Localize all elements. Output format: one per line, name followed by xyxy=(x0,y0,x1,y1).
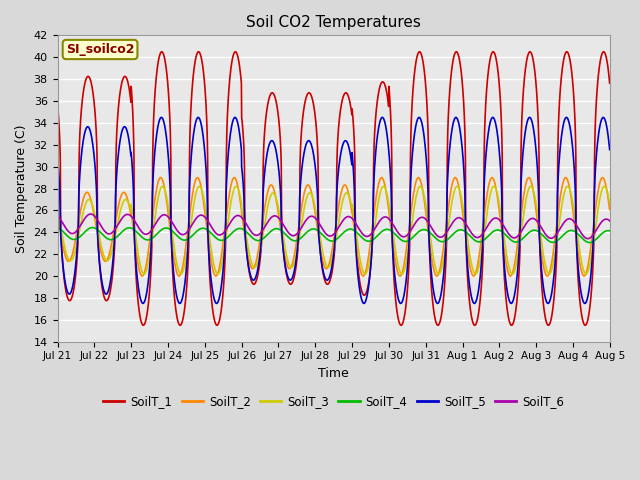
Title: Soil CO2 Temperatures: Soil CO2 Temperatures xyxy=(246,15,421,30)
SoilT_2 xyxy=(495,201,502,206)
SoilT_6 xyxy=(208,225,216,230)
SoilT_1 xyxy=(362,291,369,297)
Line: SoilT_4: SoilT_4 xyxy=(58,228,610,242)
SoilT_1 xyxy=(397,323,405,328)
SoilT_6 xyxy=(584,236,592,241)
Line: SoilT_5: SoilT_5 xyxy=(58,118,610,303)
Y-axis label: Soil Temperature (C): Soil Temperature (C) xyxy=(15,124,28,253)
Line: SoilT_3: SoilT_3 xyxy=(58,186,610,274)
SoilT_5 xyxy=(208,284,216,290)
SoilT_5 xyxy=(139,300,147,306)
SoilT_2 xyxy=(350,224,358,229)
SoilT_5 xyxy=(54,156,61,161)
SoilT_3 xyxy=(495,196,502,202)
SoilT_2 xyxy=(208,263,216,268)
SoilT_2 xyxy=(138,273,146,279)
SoilT_4 xyxy=(606,228,614,234)
Text: SI_soilco2: SI_soilco2 xyxy=(66,43,134,56)
SoilT_4 xyxy=(362,238,369,243)
SoilT_1 xyxy=(573,242,580,248)
SoilT_3 xyxy=(159,183,166,189)
SoilT_2 xyxy=(606,207,614,213)
SoilT_6 xyxy=(606,218,614,224)
SoilT_3 xyxy=(362,270,370,276)
SoilT_4 xyxy=(208,231,216,237)
SoilT_3 xyxy=(350,213,358,219)
X-axis label: Time: Time xyxy=(318,367,349,380)
SoilT_4 xyxy=(573,230,580,236)
SoilT_1 xyxy=(158,49,166,55)
Line: SoilT_2: SoilT_2 xyxy=(58,178,610,276)
SoilT_4 xyxy=(89,225,97,230)
SoilT_3 xyxy=(557,206,565,212)
SoilT_1 xyxy=(350,125,358,131)
Line: SoilT_6: SoilT_6 xyxy=(58,214,610,239)
SoilT_5 xyxy=(350,177,358,183)
SoilT_6 xyxy=(362,233,369,239)
SoilT_2 xyxy=(573,239,580,244)
SoilT_4 xyxy=(586,240,593,245)
SoilT_6 xyxy=(494,216,502,222)
SoilT_3 xyxy=(140,271,148,277)
SoilT_5 xyxy=(495,139,502,145)
SoilT_5 xyxy=(606,147,614,153)
Legend: SoilT_1, SoilT_2, SoilT_3, SoilT_4, SoilT_5, SoilT_6: SoilT_1, SoilT_2, SoilT_3, SoilT_4, Soil… xyxy=(99,391,569,413)
SoilT_6 xyxy=(573,222,580,228)
SoilT_4 xyxy=(494,227,502,233)
SoilT_3 xyxy=(606,200,614,206)
SoilT_3 xyxy=(208,252,216,257)
SoilT_5 xyxy=(157,115,165,120)
SoilT_6 xyxy=(54,213,61,218)
SoilT_1 xyxy=(54,102,61,108)
SoilT_3 xyxy=(573,227,580,232)
Line: SoilT_1: SoilT_1 xyxy=(58,52,610,325)
SoilT_2 xyxy=(557,188,565,194)
SoilT_5 xyxy=(362,298,370,303)
SoilT_4 xyxy=(54,225,61,230)
SoilT_4 xyxy=(350,227,358,233)
SoilT_1 xyxy=(208,299,216,305)
SoilT_6 xyxy=(350,217,358,223)
SoilT_1 xyxy=(557,75,565,81)
SoilT_5 xyxy=(573,242,580,248)
SoilT_3 xyxy=(54,209,61,215)
SoilT_4 xyxy=(557,235,565,240)
SoilT_6 xyxy=(86,211,94,217)
SoilT_2 xyxy=(54,213,61,219)
SoilT_2 xyxy=(362,268,370,274)
SoilT_6 xyxy=(557,224,565,230)
SoilT_2 xyxy=(157,175,164,180)
SoilT_5 xyxy=(557,135,565,141)
SoilT_1 xyxy=(606,80,614,86)
SoilT_1 xyxy=(495,72,502,78)
